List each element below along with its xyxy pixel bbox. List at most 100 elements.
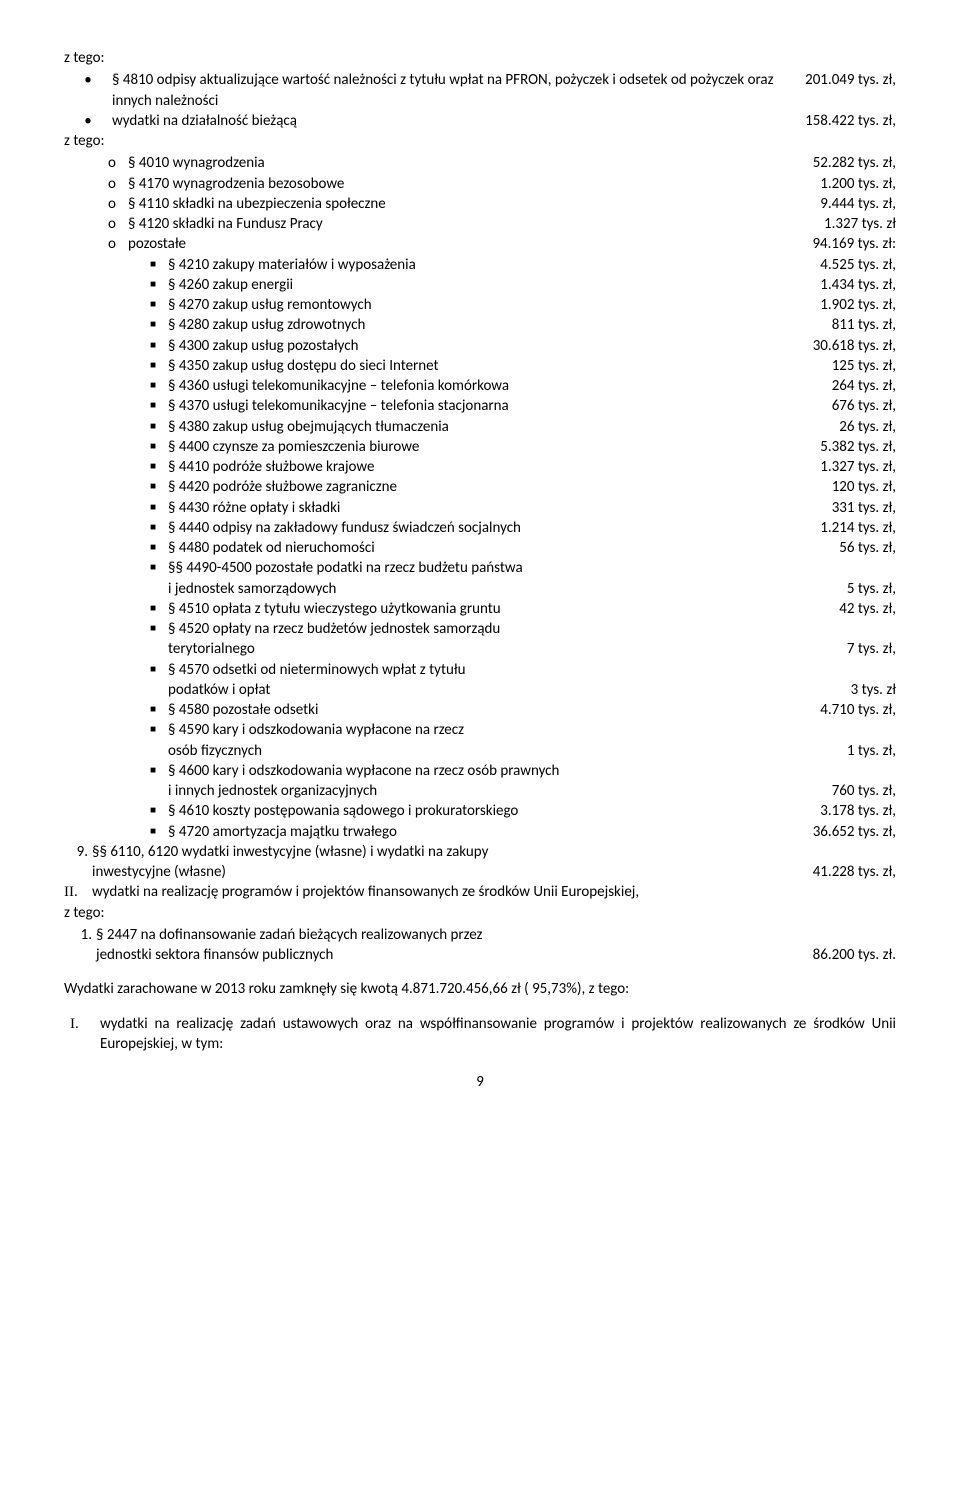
square-value: 331 tys. zł,	[820, 498, 896, 518]
square-label: § 4720 amortyzacja majątku trwałego	[168, 822, 801, 842]
square-label: § 4610 koszty postępowania sądowego i pr…	[168, 801, 808, 821]
bullet-value: 201.049 tys. zł,	[793, 70, 896, 90]
circle-label: § 4120 składki na Fundusz Pracy	[128, 214, 812, 234]
z-tego-roman2: z tego:	[64, 903, 896, 923]
circle-marker: o	[64, 174, 128, 194]
square-label: §§ 4490-4500 pozostałe podatki na rzecz …	[168, 558, 896, 578]
item-label-cont: jednostki sektora finansów publicznych	[96, 945, 801, 965]
square-label: § 4380 zakup usług obejmujących tłumacze…	[168, 417, 827, 437]
roman-text: wydatki na realizację programów i projek…	[92, 882, 896, 902]
square-marker: ■	[64, 599, 168, 616]
square-marker: ■	[64, 700, 168, 717]
square-item: ■§§ 4490-4500 pozostałe podatki na rzecz…	[64, 558, 896, 578]
square-marker: ■	[64, 457, 168, 474]
square-value: 30.618 tys. zł,	[801, 336, 896, 356]
square-value: 125 tys. zł,	[820, 356, 896, 376]
square-marker: ■	[64, 336, 168, 353]
square-marker: ■	[64, 538, 168, 555]
square-value: 36.652 tys. zł,	[801, 822, 896, 842]
bullet-item: •wydatki na działalność bieżącą158.422 t…	[64, 111, 896, 131]
circle-label: § 4010 wynagrodzenia	[128, 153, 801, 173]
square-label: § 4570 odsetki od nieterminowych wpłat z…	[168, 660, 896, 680]
roman-text: wydatki na realizację zadań ustawowych o…	[100, 1014, 896, 1055]
square-label: § 4510 opłata z tytułu wieczystego użytk…	[168, 599, 827, 619]
square-value: 264 tys. zł,	[820, 376, 896, 396]
square-value: 3 tys. zł	[839, 680, 896, 700]
square-item: ■§ 4590 kary i odszkodowania wypłacone n…	[64, 720, 896, 740]
square-item: ■§ 4270 zakup usług remontowych1.902 tys…	[64, 295, 896, 315]
circle-marker: o	[64, 153, 128, 173]
circle-marker: o	[64, 214, 128, 234]
square-label: § 4360 usługi telekomunikacyjne – telefo…	[168, 376, 820, 396]
square-marker: ■	[64, 295, 168, 312]
numbered-item-9-cont: inwestycyjne (własne) 41.228 tys. zł,	[64, 862, 896, 882]
square-item: ■§ 4300 zakup usług pozostałych30.618 ty…	[64, 336, 896, 356]
square-label: § 4480 podatek od nieruchomości	[168, 538, 827, 558]
square-item: ■§ 4510 opłata z tytułu wieczystego użyt…	[64, 599, 896, 619]
circle-value: 9.444 tys. zł,	[808, 194, 896, 214]
circle-item: o§ 4170 wynagrodzenia bezosobowe1.200 ty…	[64, 174, 896, 194]
square-label: § 4370 usługi telekomunikacyjne – telefo…	[168, 396, 820, 416]
square-value: 5 tys. zł,	[835, 579, 896, 599]
bullet-marker: •	[64, 70, 112, 90]
bullet-label: wydatki na działalność bieżącą	[112, 111, 793, 131]
square-value: 26 tys. zł,	[827, 417, 896, 437]
square-marker: ■	[64, 396, 168, 413]
square-value: 4.710 tys. zł,	[808, 700, 896, 720]
square-item-continuation: terytorialnego7 tys. zł,	[64, 639, 896, 659]
item-number: 9.	[64, 842, 92, 862]
square-item-continuation: osób fizycznych1 tys. zł,	[64, 741, 896, 761]
circle-marker: o	[64, 234, 128, 254]
square-item-continuation: podatków i opłat3 tys. zł	[64, 680, 896, 700]
square-marker: ■	[64, 619, 168, 636]
bullet-label: § 4810 odpisy aktualizujące wartość nale…	[112, 70, 793, 111]
square-marker: ■	[64, 801, 168, 818]
square-marker: ■	[64, 477, 168, 494]
item-label-cont: inwestycyjne (własne)	[92, 862, 801, 882]
circle-item: o§ 4010 wynagrodzenia52.282 tys. zł,	[64, 153, 896, 173]
square-marker: ■	[64, 376, 168, 393]
square-label: § 4520 opłaty na rzecz budżetów jednoste…	[168, 619, 896, 639]
square-item: ■§ 4370 usługi telekomunikacyjne – telef…	[64, 396, 896, 416]
square-item: ■§ 4210 zakupy materiałów i wyposażenia4…	[64, 255, 896, 275]
circle-value: 1.327 tys. zł	[812, 214, 896, 234]
square-item: ■§ 4280 zakup usług zdrowotnych811 tys. …	[64, 315, 896, 335]
summary-paragraph: Wydatki zarachowane w 2013 roku zamknęły…	[64, 979, 896, 999]
square-label: § 4350 zakup usług dostępu do sieci Inte…	[168, 356, 820, 376]
roman2-sub-item-1-cont: jednostki sektora finansów publicznych 8…	[64, 945, 896, 965]
square-label: § 4400 czynsze za pomieszczenia biurowe	[168, 437, 808, 457]
roman-number: II.	[64, 882, 92, 902]
square-label: § 4600 kary i odszkodowania wypłacone na…	[168, 761, 896, 781]
square-value: 676 tys. zł,	[820, 396, 896, 416]
square-label: § 4430 różne opłaty i składki	[168, 498, 820, 518]
bullet-marker: •	[64, 111, 112, 131]
square-marker: ■	[64, 720, 168, 737]
square-marker: ■	[64, 437, 168, 454]
item-value: 86.200 tys. zł.	[801, 945, 896, 965]
circle-label: pozostałe	[128, 234, 800, 254]
bullet-item: •§ 4810 odpisy aktualizujące wartość nal…	[64, 70, 896, 111]
square-marker: ■	[64, 417, 168, 434]
square-value: 1 tys. zł,	[835, 741, 896, 761]
item-number: 1.	[68, 925, 96, 945]
square-label-cont: terytorialnego	[64, 639, 835, 659]
circle-value: 94.169 tys. zł:	[800, 234, 896, 254]
square-value: 1.434 tys. zł,	[808, 275, 896, 295]
square-value: 56 tys. zł,	[827, 538, 896, 558]
numbered-item-9: 9. §§ 6110, 6120 wydatki inwestycyjne (w…	[64, 842, 896, 862]
square-item: ■§ 4610 koszty postępowania sądowego i p…	[64, 801, 896, 821]
square-marker: ■	[64, 518, 168, 535]
square-value: 760 tys. zł,	[820, 781, 896, 801]
square-marker: ■	[64, 255, 168, 272]
circle-value: 1.200 tys. zł,	[808, 174, 896, 194]
square-item-continuation: i innych jednostek organizacyjnych760 ty…	[64, 781, 896, 801]
square-value: 1.902 tys. zł,	[808, 295, 896, 315]
square-marker: ■	[64, 660, 168, 677]
page-number: 9	[64, 1072, 896, 1092]
square-label: § 4440 odpisy na zakładowy fundusz świad…	[168, 518, 808, 538]
square-item: ■§ 4400 czynsze za pomieszczenia biurowe…	[64, 437, 896, 457]
square-item: ■§ 4360 usługi telekomunikacyjne – telef…	[64, 376, 896, 396]
square-item: ■§ 4600 kary i odszkodowania wypłacone n…	[64, 761, 896, 781]
square-label: § 4590 kary i odszkodowania wypłacone na…	[168, 720, 896, 740]
square-item: ■§ 4440 odpisy na zakładowy fundusz świa…	[64, 518, 896, 538]
